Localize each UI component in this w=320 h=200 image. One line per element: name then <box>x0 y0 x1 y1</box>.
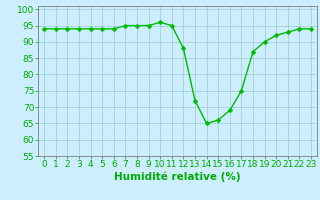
X-axis label: Humidité relative (%): Humidité relative (%) <box>114 172 241 182</box>
